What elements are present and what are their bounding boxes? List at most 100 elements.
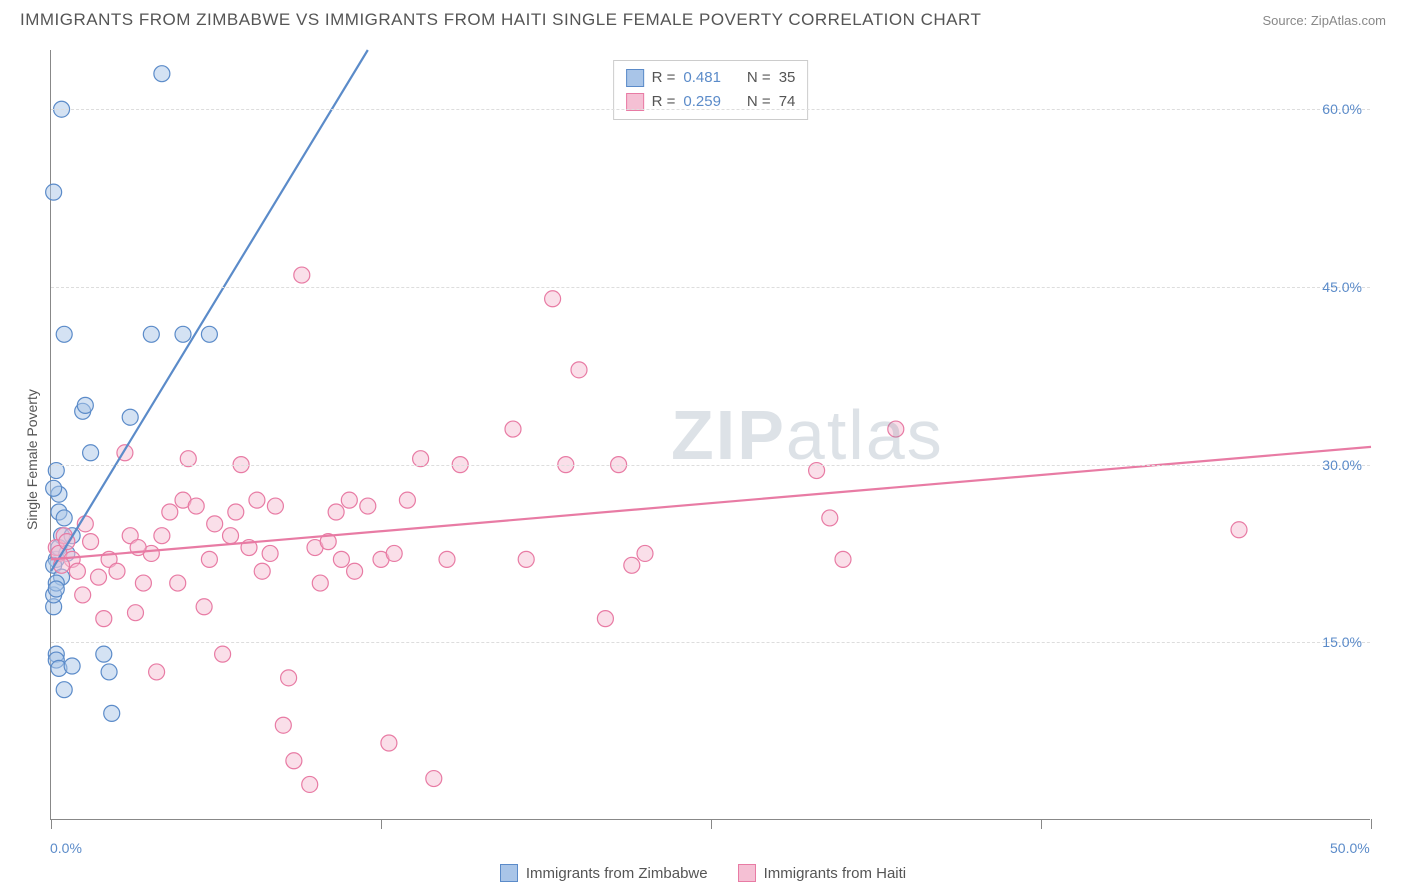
legend-bottom: Immigrants from Zimbabwe Immigrants from… <box>0 864 1406 882</box>
data-point <box>328 504 344 520</box>
data-point <box>201 551 217 567</box>
trend-line <box>51 50 368 571</box>
data-point <box>91 569 107 585</box>
data-point <box>426 771 442 787</box>
data-point <box>175 326 191 342</box>
legend-swatch-zimbabwe <box>626 69 644 87</box>
data-point <box>281 670 297 686</box>
data-point <box>46 184 62 200</box>
data-point <box>360 498 376 514</box>
data-point <box>215 646 231 662</box>
legend-item-haiti: Immigrants from Haiti <box>738 864 907 882</box>
data-point <box>302 776 318 792</box>
r-label: R = <box>652 90 676 114</box>
data-point <box>341 492 357 508</box>
x-tick-label: 50.0% <box>1330 840 1370 856</box>
gridline <box>51 642 1370 643</box>
data-point <box>249 492 265 508</box>
data-point <box>439 551 455 567</box>
n-label: N = <box>747 66 771 90</box>
n-value-zimbabwe: 35 <box>779 66 796 90</box>
data-point <box>96 646 112 662</box>
data-point <box>96 611 112 627</box>
y-tick-label: 30.0% <box>1322 457 1362 473</box>
x-tick <box>381 819 382 829</box>
data-point <box>888 421 904 437</box>
x-tick <box>711 819 712 829</box>
data-point <box>201 326 217 342</box>
data-point <box>56 326 72 342</box>
data-point <box>83 445 99 461</box>
data-point <box>571 362 587 378</box>
gridline <box>51 109 1370 110</box>
data-point <box>48 581 64 597</box>
legend-swatch-zimbabwe-b <box>500 864 518 882</box>
data-point <box>127 605 143 621</box>
data-point <box>122 409 138 425</box>
data-point <box>188 498 204 514</box>
y-tick-label: 15.0% <box>1322 634 1362 650</box>
legend-row-haiti: R = 0.259 N = 74 <box>626 90 796 114</box>
chart-title: IMMIGRANTS FROM ZIMBABWE VS IMMIGRANTS F… <box>20 10 981 30</box>
legend-swatch-haiti-b <box>738 864 756 882</box>
x-tick <box>1041 819 1042 829</box>
x-tick <box>1371 819 1372 829</box>
y-axis-label: Single Female Poverty <box>24 389 40 530</box>
legend-label-haiti: Immigrants from Haiti <box>764 865 907 882</box>
data-point <box>135 575 151 591</box>
data-point <box>162 504 178 520</box>
data-point <box>101 664 117 680</box>
data-point <box>223 528 239 544</box>
data-point <box>545 291 561 307</box>
x-tick-label: 0.0% <box>50 840 82 856</box>
r-value-haiti: 0.259 <box>683 90 721 114</box>
n-value-haiti: 74 <box>779 90 796 114</box>
data-point <box>505 421 521 437</box>
plot-area: ZIPatlas R = 0.481 N = 35 R = 0.259 N = … <box>50 50 1370 820</box>
data-point <box>228 504 244 520</box>
data-point <box>822 510 838 526</box>
data-point <box>64 658 80 674</box>
n-label: N = <box>747 90 771 114</box>
data-point <box>381 735 397 751</box>
legend-correlation-box: R = 0.481 N = 35 R = 0.259 N = 74 <box>613 60 809 120</box>
r-value-zimbabwe: 0.481 <box>683 66 721 90</box>
data-point <box>154 66 170 82</box>
data-point <box>56 682 72 698</box>
data-point <box>294 267 310 283</box>
data-point <box>56 510 72 526</box>
data-point <box>624 557 640 573</box>
data-point <box>333 551 349 567</box>
data-point <box>267 498 283 514</box>
data-point <box>69 563 85 579</box>
data-point <box>254 563 270 579</box>
legend-label-zimbabwe: Immigrants from Zimbabwe <box>526 865 708 882</box>
data-point <box>637 545 653 561</box>
data-point <box>275 717 291 733</box>
data-point <box>46 480 62 496</box>
data-point <box>597 611 613 627</box>
data-point <box>143 326 159 342</box>
source-label: Source: ZipAtlas.com <box>1262 13 1386 28</box>
data-point <box>83 534 99 550</box>
data-point <box>347 563 363 579</box>
data-point <box>170 575 186 591</box>
data-point <box>262 545 278 561</box>
data-point <box>1231 522 1247 538</box>
data-point <box>77 397 93 413</box>
data-point <box>399 492 415 508</box>
y-tick-label: 45.0% <box>1322 279 1362 295</box>
data-point <box>149 664 165 680</box>
data-point <box>104 705 120 721</box>
data-point <box>835 551 851 567</box>
gridline <box>51 465 1370 466</box>
legend-item-zimbabwe: Immigrants from Zimbabwe <box>500 864 708 882</box>
gridline <box>51 287 1370 288</box>
data-point <box>154 528 170 544</box>
plot-svg <box>51 50 1370 819</box>
data-point <box>312 575 328 591</box>
data-point <box>109 563 125 579</box>
legend-row-zimbabwe: R = 0.481 N = 35 <box>626 66 796 90</box>
data-point <box>518 551 534 567</box>
data-point <box>286 753 302 769</box>
